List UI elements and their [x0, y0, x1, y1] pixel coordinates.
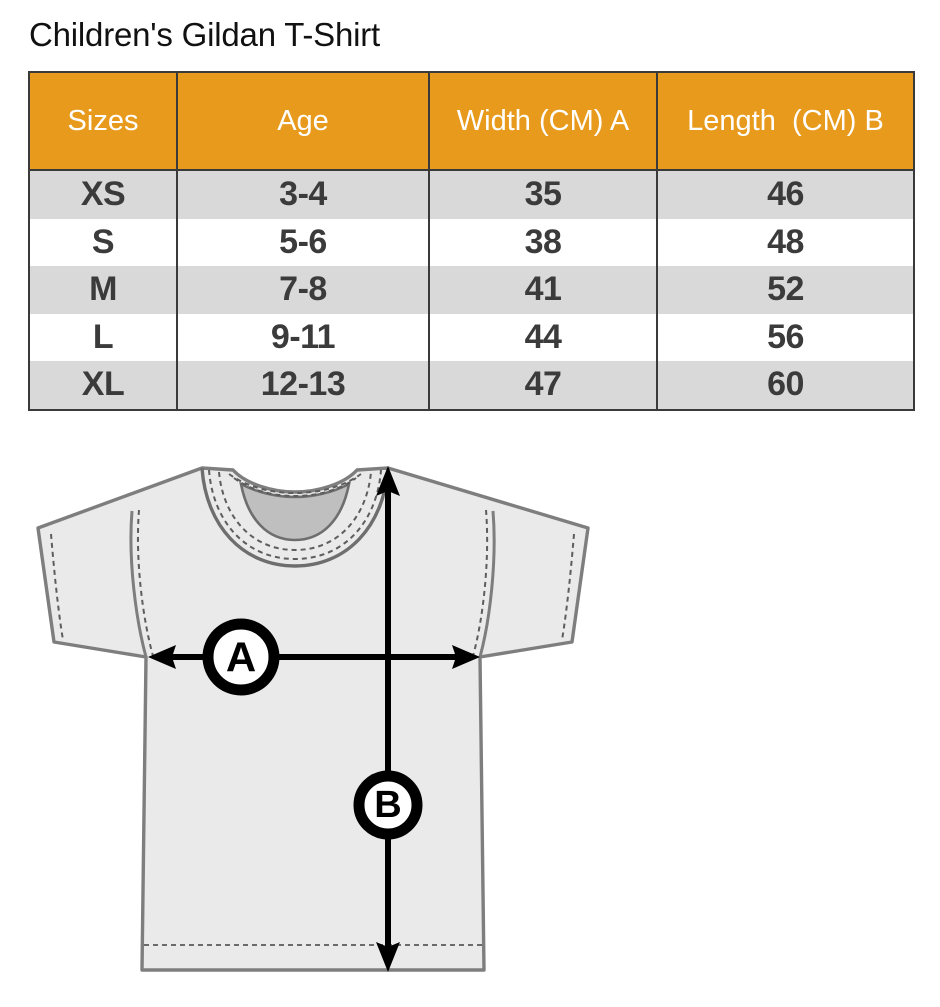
collar-band-stitch-inner [218, 471, 372, 552]
collar-band-outer [200, 467, 390, 568]
cell-size: S [28, 218, 178, 266]
table-row: L 9-11 44 56 [28, 313, 915, 361]
cell-width: 41 [428, 266, 658, 314]
right-armhole-seam [478, 510, 496, 658]
cell-length: 48 [656, 218, 915, 266]
cell-size: XS [28, 170, 178, 219]
cell-age: 7-8 [176, 266, 430, 314]
left-cuff-stitch [50, 533, 64, 641]
table-row: XL 12-13 47 60 [28, 361, 915, 411]
cell-width: 35 [428, 170, 658, 219]
collar-band-stitch-outer [208, 469, 382, 561]
cell-size: XL [28, 361, 178, 411]
collar-inner-fill [239, 481, 351, 542]
marker-a-label: A [226, 634, 256, 681]
column-header-length: Length (CM) B [656, 71, 915, 171]
size-chart-table: Sizes Age Width (CM) A Length (CM) B XS … [28, 71, 915, 411]
table-row: M 7-8 41 52 [28, 266, 915, 314]
size-chart-container: Sizes Age Width (CM) A Length (CM) B XS … [28, 71, 915, 411]
measurement-arrow-a: A [148, 618, 480, 696]
page-title: Children's Gildan T-Shirt [29, 16, 381, 53]
cell-width: 38 [428, 218, 658, 266]
cell-age: 3-4 [176, 170, 430, 219]
collar-neck-tape-stitch-2 [228, 473, 362, 495]
table-row: XS 3-4 35 46 [28, 170, 915, 219]
length-arrow-head-top [376, 466, 400, 496]
tshirt-garment-icon [36, 466, 590, 972]
table-header-row: Sizes Age Width (CM) A Length (CM) B [28, 71, 915, 171]
cell-length: 46 [656, 170, 915, 219]
marker-a-circle [202, 618, 280, 696]
cell-length: 56 [656, 313, 915, 361]
cell-width: 44 [428, 313, 658, 361]
width-arrow-head-right [452, 645, 480, 669]
marker-b-label: B [374, 784, 401, 826]
measurement-arrow-b: B [353, 466, 423, 972]
width-arrow-head-left [148, 645, 176, 669]
left-armhole-seam [129, 510, 148, 658]
cell-size: M [28, 266, 178, 314]
right-cuff-stitch [561, 533, 575, 641]
collar-neck-tape-stitch [233, 477, 357, 498]
cell-age: 9-11 [176, 313, 430, 361]
cell-age: 5-6 [176, 218, 430, 266]
column-header-width: Width (CM) A [428, 71, 658, 171]
cell-width: 47 [428, 361, 658, 411]
column-header-sizes: Sizes [28, 71, 178, 171]
tshirt-silhouette [36, 466, 590, 972]
cell-age: 12-13 [176, 361, 430, 411]
column-header-age: Age [176, 71, 430, 171]
table-row: S 5-6 38 48 [28, 218, 915, 266]
tshirt-measurement-diagram: A B [0, 430, 940, 1007]
cell-size: L [28, 313, 178, 361]
length-arrow-head-bottom [376, 942, 400, 972]
marker-b-circle [353, 770, 423, 840]
cell-length: 60 [656, 361, 915, 411]
cell-length: 52 [656, 266, 915, 314]
